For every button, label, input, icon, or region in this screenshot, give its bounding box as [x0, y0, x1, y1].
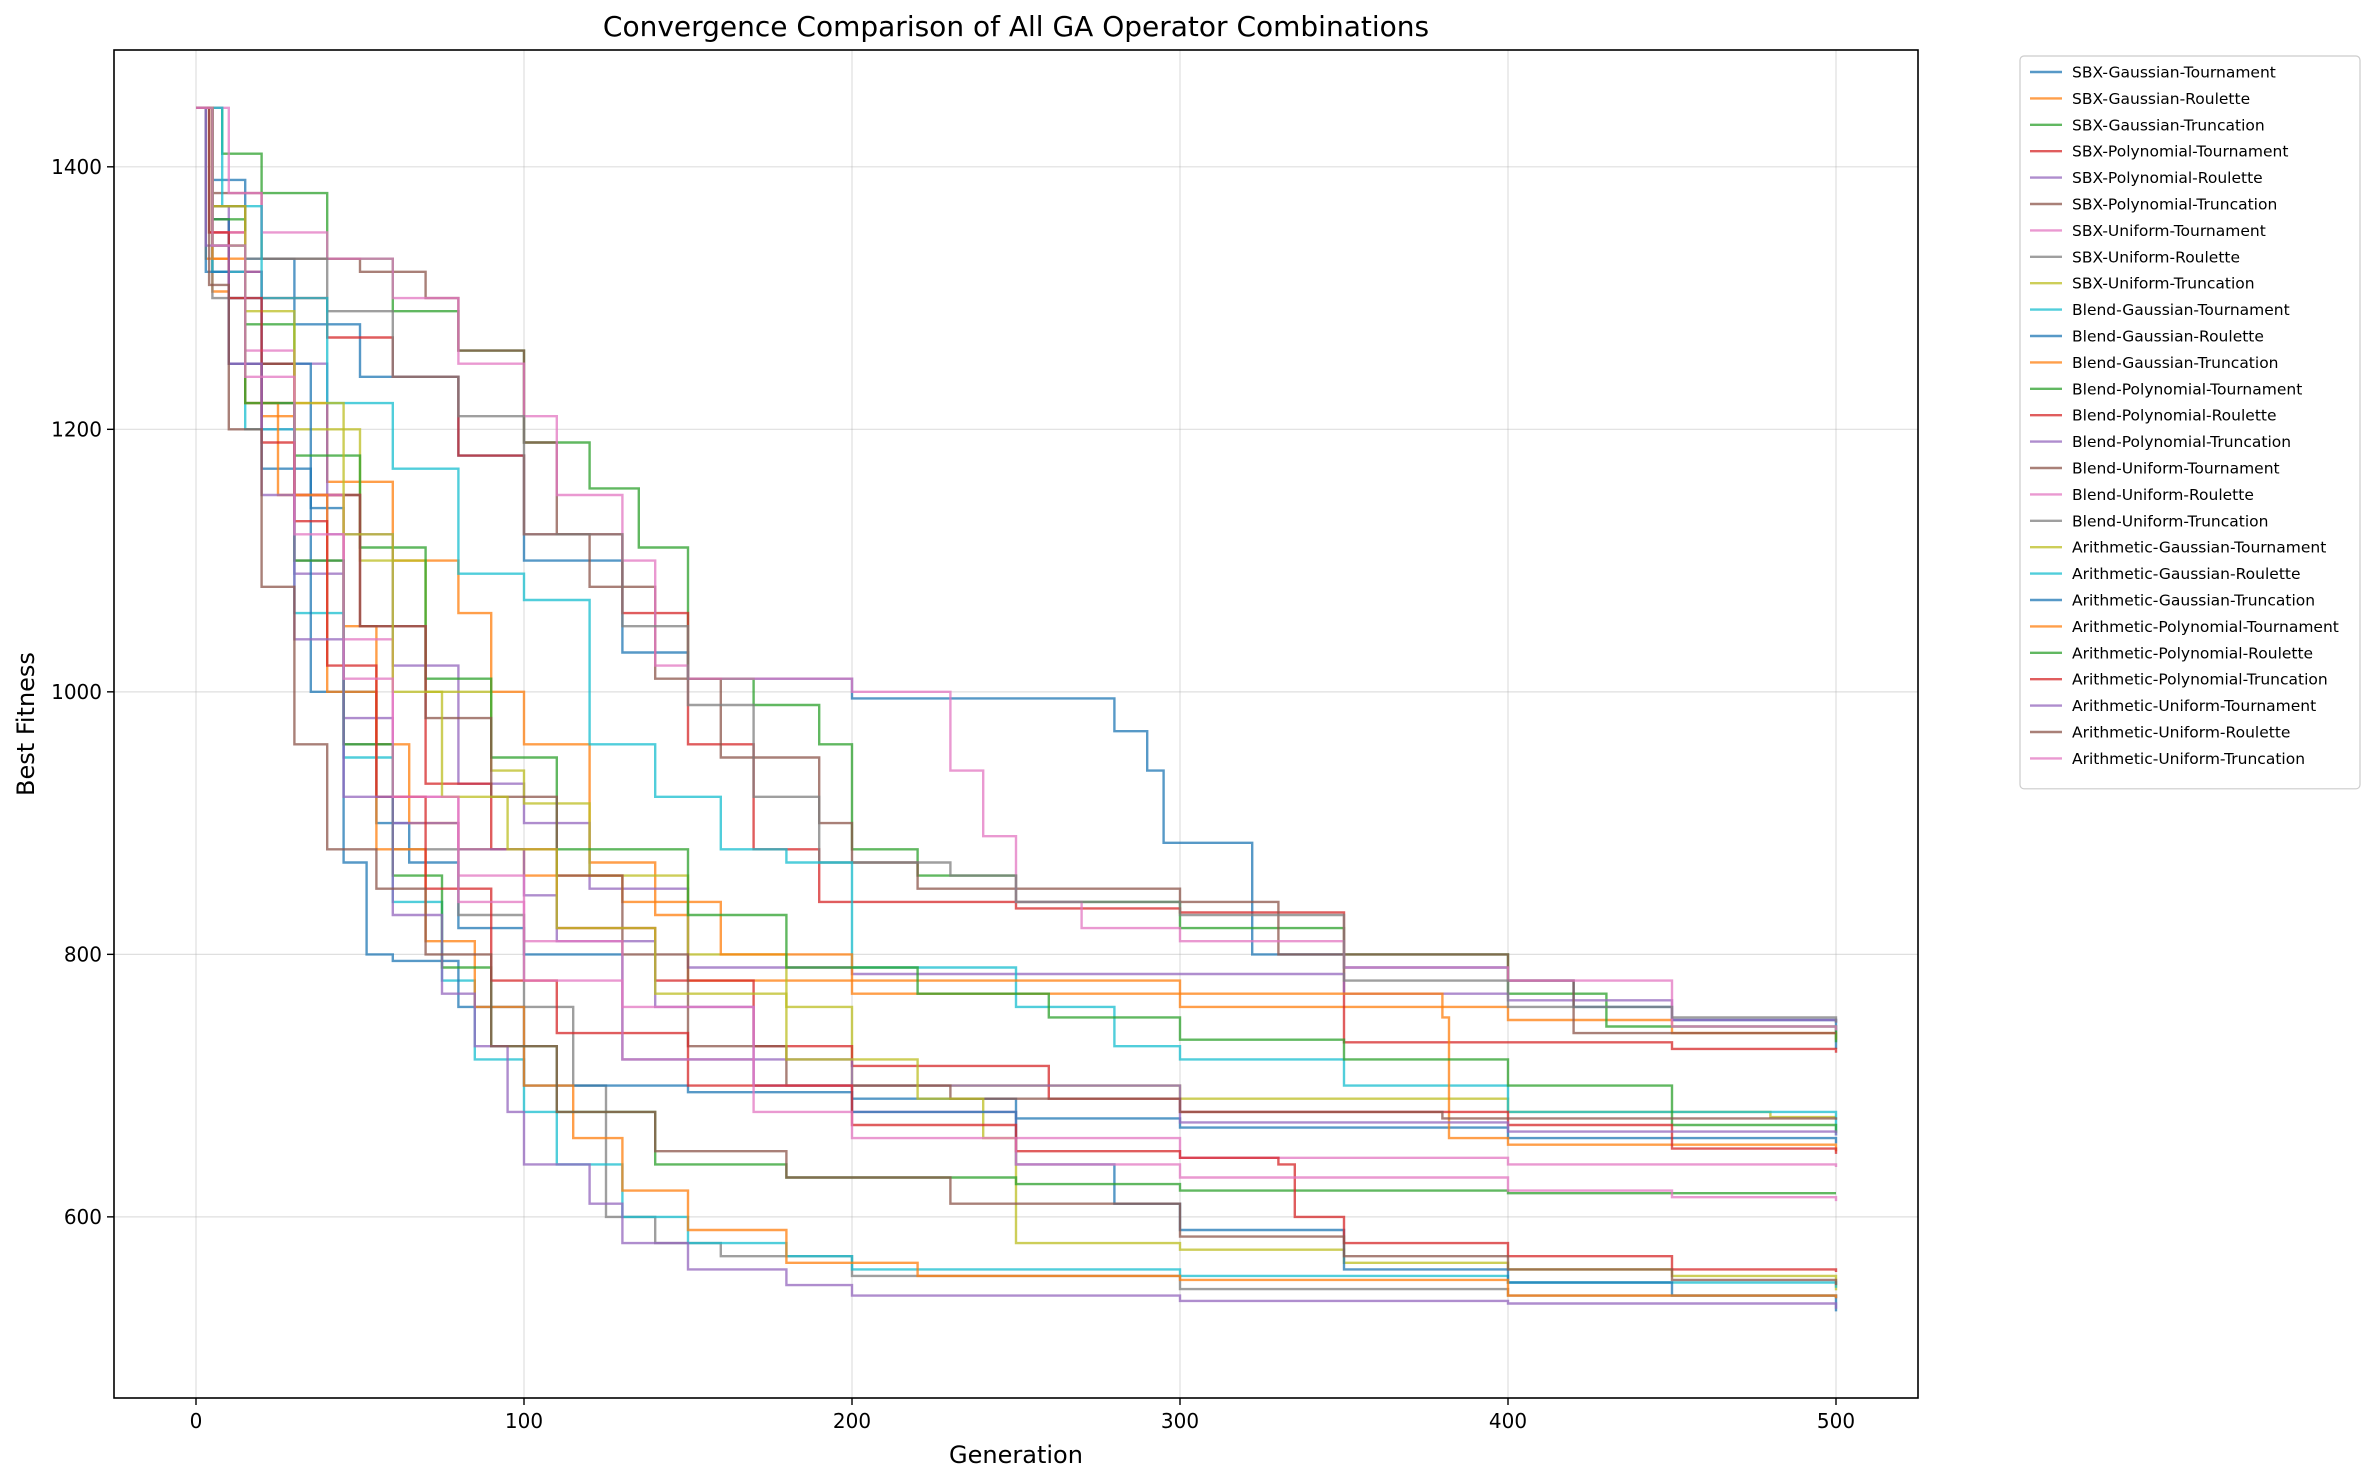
- y-tick-label: 800: [64, 942, 102, 966]
- legend-entry-label: Arithmetic-Polynomial-Tournament: [2072, 618, 2339, 636]
- y-tick-label: 1000: [51, 680, 102, 704]
- legend-frame: [2019, 55, 2361, 790]
- legend-entry-label: Arithmetic-Gaussian-Truncation: [2072, 592, 2315, 610]
- series-line-8: [196, 106, 1838, 1023]
- legend-entry-label: Blend-Gaussian-Truncation: [2072, 354, 2279, 372]
- legend-entry-label: Arithmetic-Gaussian-Roulette: [2072, 565, 2301, 583]
- x-axis-label: Generation: [949, 1441, 1083, 1469]
- series-line-24: [196, 106, 1838, 1272]
- legend-entry-label: Blend-Polynomial-Roulette: [2072, 407, 2277, 425]
- y-tick-label: 1200: [51, 417, 102, 441]
- series-line-27: [196, 106, 1838, 1202]
- legend-entry-label: SBX-Gaussian-Tournament: [2072, 64, 2276, 82]
- legend-entry-label: Arithmetic-Uniform-Tournament: [2072, 697, 2316, 715]
- series-line-10: [196, 106, 1838, 1136]
- series-lines: [196, 106, 1838, 1312]
- legend-entry-label: SBX-Uniform-Roulette: [2072, 248, 2240, 266]
- legend-entry-label: Blend-Polynomial-Tournament: [2072, 380, 2302, 398]
- chart-title: Convergence Comparison of All GA Operato…: [603, 10, 1429, 43]
- legend: SBX-Gaussian-Tournament SBX-Gaussian-Roul…: [2019, 55, 2361, 790]
- y-axis-label: Best Fitness: [12, 652, 40, 796]
- legend-entry-label: SBX-Gaussian-Roulette: [2072, 90, 2250, 108]
- legend-entry-label: Blend-Gaussian-Roulette: [2072, 328, 2264, 346]
- legend-entry-label: Blend-Polynomial-Truncation: [2072, 433, 2291, 451]
- legend-entry-label: SBX-Polynomial-Roulette: [2072, 169, 2263, 187]
- legend-entry-label: Arithmetic-Gaussian-Tournament: [2072, 539, 2326, 557]
- x-tick-label: 500: [1817, 1409, 1855, 1433]
- x-tick-label: 200: [833, 1409, 871, 1433]
- x-tick-label: 300: [1161, 1409, 1199, 1433]
- axis-ticks: 0 100 200 300 400 500 600 800 1000 1200 1400: [51, 155, 1855, 1433]
- legend-entry-label: SBX-Uniform-Tournament: [2072, 222, 2266, 240]
- x-tick-label: 0: [190, 1409, 203, 1433]
- plot-area-frame: [113, 49, 1919, 1399]
- legend-entry-label: Blend-Uniform-Truncation: [2072, 512, 2268, 530]
- x-tick-label: 100: [505, 1409, 543, 1433]
- legend-entry-label: SBX-Polynomial-Tournament: [2072, 143, 2288, 161]
- legend-entry-label: Arithmetic-Uniform-Roulette: [2072, 724, 2290, 742]
- x-tick-label: 400: [1489, 1409, 1527, 1433]
- y-tick-label: 600: [64, 1205, 102, 1229]
- legend-entry-label: SBX-Polynomial-Truncation: [2072, 196, 2277, 214]
- series-line-26: [196, 106, 1838, 1286]
- legend-entry-label: SBX-Gaussian-Truncation: [2072, 116, 2265, 134]
- y-tick-label: 1400: [51, 155, 102, 179]
- legend-entry-label: Blend-Gaussian-Tournament: [2072, 301, 2290, 319]
- legend-entry-label: Blend-Uniform-Tournament: [2072, 460, 2280, 478]
- legend-entry-label: Arithmetic-Uniform-Truncation: [2072, 750, 2305, 768]
- legend-entry-label: SBX-Uniform-Truncation: [2072, 275, 2255, 293]
- legend-entry-label: Arithmetic-Polynomial-Truncation: [2072, 671, 2328, 689]
- legend-entry-label: Blend-Uniform-Roulette: [2072, 486, 2254, 504]
- legend-entry-label: Arithmetic-Polynomial-Roulette: [2072, 644, 2313, 662]
- series-line-22: [196, 106, 1838, 1299]
